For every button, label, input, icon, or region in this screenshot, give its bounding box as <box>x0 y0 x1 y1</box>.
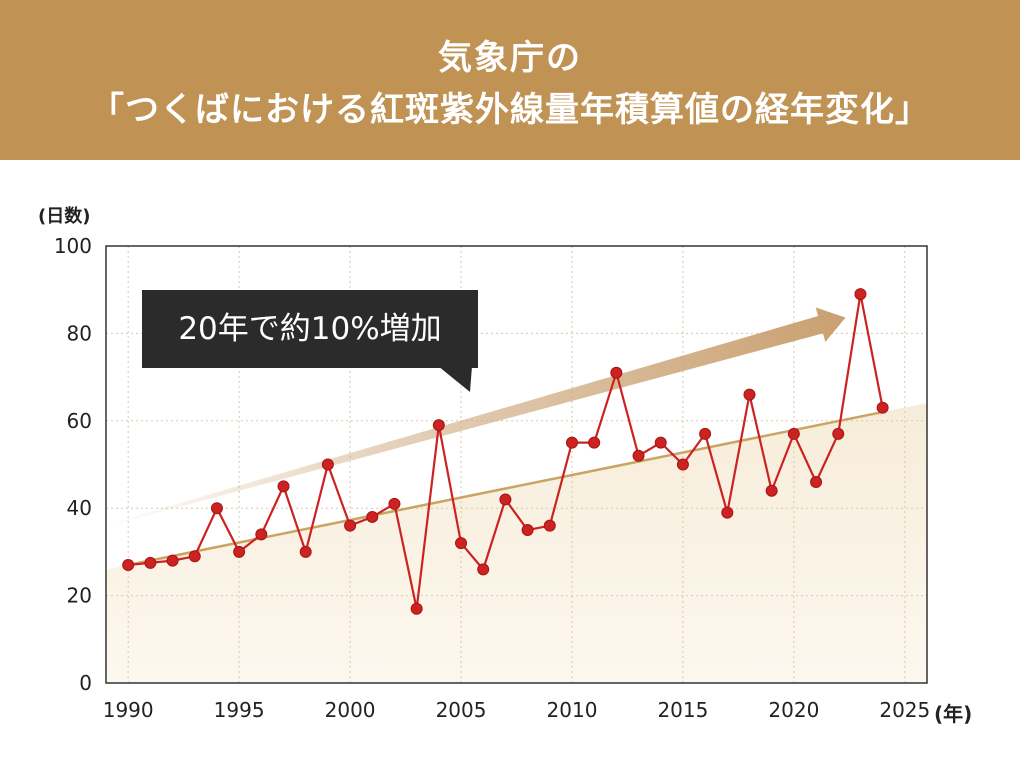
data-point <box>499 493 512 506</box>
data-point <box>743 388 756 401</box>
x-tick-label: 1990 <box>103 698 154 722</box>
data-point <box>188 550 201 563</box>
data-point <box>455 537 468 550</box>
x-tick-label: 2020 <box>768 698 819 722</box>
annotation-text: 20年で約10%増加 <box>178 311 442 347</box>
data-point <box>210 502 223 515</box>
header-banner: 気象庁の 「つくばにおける紅斑紫外線量年積算値の経年変化」 <box>0 0 1020 160</box>
data-point <box>432 419 445 432</box>
data-point <box>565 436 578 449</box>
data-point <box>277 480 290 493</box>
y-tick-label: 60 <box>67 409 92 433</box>
data-point <box>676 458 689 471</box>
y-tick-label: 20 <box>67 584 92 608</box>
data-point <box>699 427 712 440</box>
x-tick-label: 2010 <box>547 698 598 722</box>
data-point <box>632 449 645 462</box>
data-point <box>299 545 312 558</box>
data-point <box>787 427 800 440</box>
data-point <box>477 563 490 576</box>
x-axis-unit: (年) <box>934 702 973 726</box>
title-line-1: 気象庁の <box>438 38 582 78</box>
annotation-callout: 20年で約10%増加 <box>142 290 478 368</box>
data-point <box>366 510 379 523</box>
trend-area <box>106 403 927 683</box>
data-point <box>588 436 601 449</box>
data-point <box>344 519 357 532</box>
data-point <box>543 519 556 532</box>
data-point <box>122 559 135 572</box>
data-point <box>321 458 334 471</box>
y-tick-label: 100 <box>54 234 92 258</box>
data-point <box>144 556 157 569</box>
data-point <box>166 554 179 567</box>
data-point <box>654 436 667 449</box>
x-tick-label: 2000 <box>325 698 376 722</box>
data-point <box>410 602 423 615</box>
data-point <box>721 506 734 519</box>
data-point <box>876 401 889 414</box>
trend-arrow <box>105 307 846 527</box>
data-point <box>255 528 268 541</box>
x-tick-label: 2015 <box>657 698 708 722</box>
data-point <box>521 524 534 537</box>
data-point <box>810 475 823 488</box>
x-tick-label: 2005 <box>436 698 487 722</box>
data-point <box>388 497 401 510</box>
data-point <box>765 484 778 497</box>
y-tick-label: 0 <box>79 671 92 695</box>
title-line-2: 「つくばにおける紅斑紫外線量年積算値の経年変化」 <box>90 90 930 130</box>
y-tick-label: 40 <box>67 496 92 520</box>
data-point <box>233 545 246 558</box>
x-tick-label: 2025 <box>879 698 930 722</box>
y-axis-label: (日数) <box>38 206 91 227</box>
data-point <box>854 288 867 301</box>
x-tick-label: 1995 <box>214 698 265 722</box>
y-tick-label: 80 <box>67 321 92 345</box>
plot-frame <box>105 245 928 684</box>
data-point <box>610 366 623 379</box>
data-point <box>832 427 845 440</box>
